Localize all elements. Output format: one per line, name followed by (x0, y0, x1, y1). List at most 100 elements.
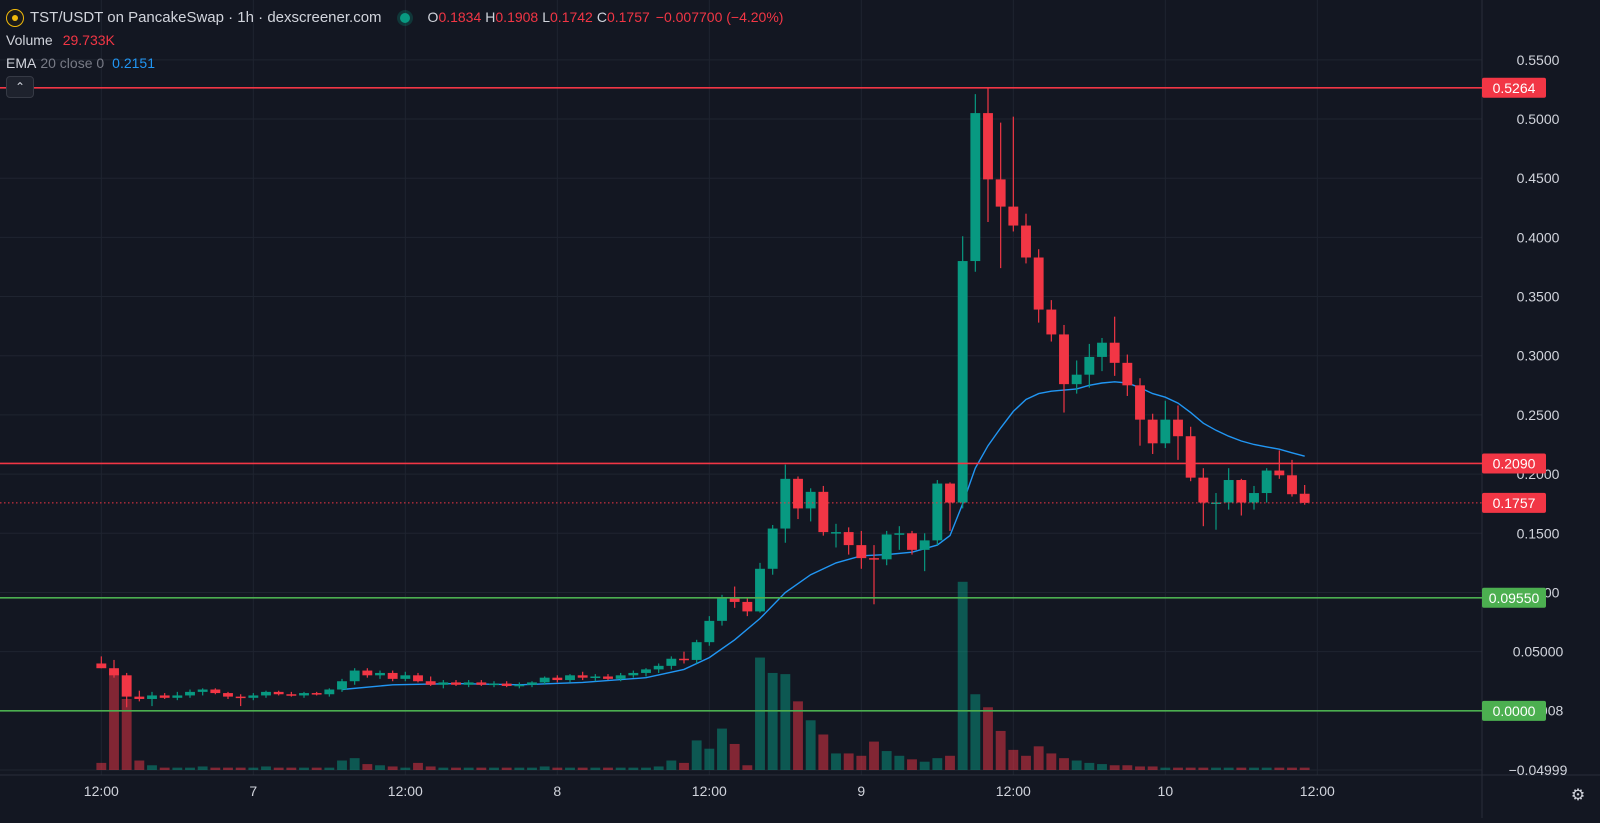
price-tick-label: 0.4500 (1517, 170, 1560, 186)
candle-body (844, 532, 854, 545)
candle (261, 691, 271, 698)
volume-bar (818, 734, 828, 770)
volume-bar (160, 768, 170, 770)
candle (552, 675, 562, 682)
volume-bar (831, 753, 841, 770)
legend-ema-row[interactable]: EMA 20 close 0 0.2151 (6, 52, 783, 75)
volume-bar (1274, 768, 1284, 770)
time-tick-label: 12:00 (84, 783, 119, 799)
candle (464, 680, 474, 687)
volume-bar (1008, 750, 1018, 770)
chart-settings-button[interactable]: ⚙ (1568, 786, 1588, 806)
volume-bar (540, 766, 550, 770)
live-status-icon (400, 13, 410, 23)
candle-body (1008, 207, 1018, 226)
candle (590, 674, 600, 681)
symbol-title[interactable]: TST/USDT on PancakeSwap · 1h · dexscreen… (30, 6, 382, 29)
candle (844, 527, 854, 554)
volume-bar (730, 744, 740, 770)
candle-body (299, 693, 309, 695)
candle (134, 691, 144, 702)
time-tick-label: 10 (1158, 783, 1174, 799)
candle (109, 660, 119, 678)
candle (704, 616, 714, 646)
volume-bar (248, 768, 258, 770)
candle-body (1034, 257, 1044, 309)
candle (1084, 344, 1094, 388)
candle (438, 680, 448, 688)
candle-body (286, 694, 296, 696)
candle-body (654, 666, 664, 670)
price-change: −0.007700 (−4.20%) (656, 6, 784, 29)
candle (147, 692, 157, 706)
candle-body (920, 540, 930, 549)
collapse-legend-button[interactable]: ⌃ (6, 76, 34, 98)
horizontal-lines: 0.5264 0.2090 0.1757 0.09550 0.0000 (0, 78, 1546, 721)
candle (337, 679, 347, 692)
time-axis[interactable]: 12:00 7 12:00 8 12:00 9 12:00 10 12:00 (84, 783, 1335, 799)
price-tick-label: 0.2500 (1517, 407, 1560, 423)
candle (920, 533, 930, 571)
candle-body (312, 693, 322, 695)
volume-bar (438, 768, 448, 770)
volume-bar (109, 672, 119, 770)
volume-bar (299, 768, 309, 770)
volume-bar (1224, 768, 1234, 770)
volume-bar (1148, 766, 1158, 770)
price-tick-label: 0.4000 (1517, 229, 1560, 245)
candle (869, 545, 879, 604)
volume-bar (704, 749, 714, 770)
candle-body (109, 668, 119, 675)
candle (970, 94, 980, 272)
candle (1135, 378, 1145, 445)
candle (172, 692, 182, 700)
volume-bar (869, 742, 879, 770)
volume-bar (198, 766, 208, 770)
candle-body (122, 675, 132, 696)
candle (1262, 468, 1272, 502)
candle-body (198, 690, 208, 692)
candle-body (223, 693, 233, 697)
candle (489, 681, 499, 687)
candle (223, 692, 233, 699)
time-tick-label: 12:00 (1300, 783, 1335, 799)
candle-body (894, 533, 904, 535)
volume-bar (312, 768, 322, 770)
volume-bar (996, 731, 1006, 770)
candle-body (945, 484, 955, 503)
candle (666, 656, 676, 669)
price-tick-label: 0.5000 (1517, 111, 1560, 127)
candle (996, 123, 1006, 269)
candle-body (1224, 480, 1234, 502)
candle (932, 480, 942, 545)
time-tick-label: 8 (553, 783, 561, 799)
candle-body (1274, 471, 1284, 476)
price-tick-label: 0.05000 (1513, 644, 1564, 660)
volume-bar (654, 766, 664, 770)
candle (286, 692, 296, 697)
candle-body (1084, 357, 1094, 375)
candle (578, 672, 588, 680)
candle-body (679, 659, 689, 661)
candle (1211, 493, 1221, 530)
candle-body (324, 690, 334, 695)
volume-bar (1122, 765, 1132, 770)
candle-body (641, 669, 651, 673)
ohlc-values: O0.1834 H0.1908 L0.1742 C0.1757 (424, 6, 650, 29)
price-line-label-text: 0.09550 (1489, 590, 1540, 606)
price-axis[interactable]: 0.5500 0.5000 0.4500 0.4000 0.3500 0.3000 0.25… (1509, 52, 1568, 778)
volume-bar (350, 758, 360, 770)
candle (1236, 479, 1246, 516)
candle (1186, 427, 1196, 481)
candle-body (907, 533, 917, 550)
candle-body (96, 663, 106, 668)
legend-volume-row[interactable]: Volume 29.733K (6, 29, 783, 52)
price-line-label: 0.2090 (1482, 453, 1546, 473)
candle (780, 465, 790, 543)
candle-body (540, 678, 550, 683)
candle (1160, 401, 1170, 448)
candle (882, 531, 892, 565)
candle-body (793, 479, 803, 509)
candle (1008, 117, 1018, 232)
